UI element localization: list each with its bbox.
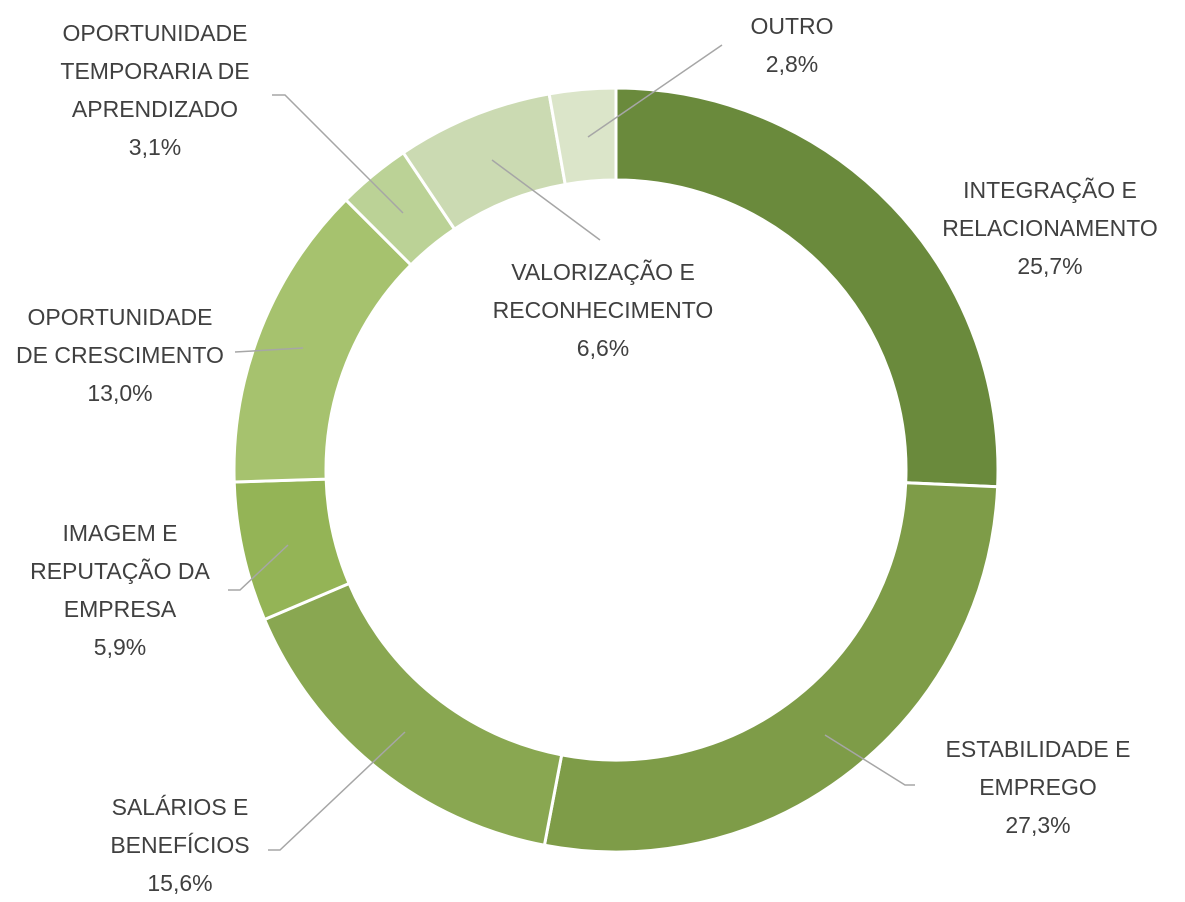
slice [547, 86, 618, 187]
category-label: ESTABILIDADE E EMPREGO [945, 736, 1131, 800]
category-label: VALORIZAÇÃO E RECONHECIMENTO [492, 259, 714, 323]
data-label: OPORTUNIDADE DE CRESCIMENTO 13,0% [13, 298, 228, 412]
value-label: 15,6% [147, 870, 213, 896]
slice [262, 581, 564, 847]
slice [614, 86, 1000, 489]
leader-line [268, 731, 406, 851]
leader-line [587, 44, 723, 138]
value-label: 2,8% [765, 51, 819, 77]
data-label: SALÁRIOS E BENEFÍCIOS 15,6% [90, 788, 270, 902]
leader-line [491, 159, 601, 241]
leader-line [824, 734, 915, 786]
leader-line [234, 347, 304, 353]
category-label: OPORTUNIDADE DE CRESCIMENTO [16, 304, 224, 368]
value-label: 25,7% [1017, 253, 1083, 279]
category-label: OUTRO [750, 13, 834, 39]
value-label: 3,1% [128, 134, 182, 160]
leader-line [272, 94, 404, 214]
leader-line [228, 544, 289, 591]
category-label: IMAGEM E REPUTAÇÃO DA EMPRESA [30, 520, 210, 622]
category-label: OPORTUNIDADE TEMPORARIA DE APRENDIZADO [60, 20, 250, 122]
data-label: VALORIZAÇÃO E RECONHECIMENTO 6,6% [468, 253, 738, 367]
category-label: INTEGRAÇÃO E RELACIONAMENTO [942, 177, 1158, 241]
value-label: 13,0% [87, 380, 153, 406]
slice [232, 197, 414, 484]
slice [542, 481, 1000, 854]
data-label: OPORTUNIDADE TEMPORARIA DE APRENDIZADO 3,… [40, 14, 270, 166]
category-label: SALÁRIOS E BENEFÍCIOS [110, 794, 250, 858]
data-label: INTEGRAÇÃO E RELACIONAMENTO 25,7% [930, 171, 1170, 285]
value-label: 6,6% [576, 335, 630, 361]
value-label: 5,9% [93, 634, 147, 660]
data-label: IMAGEM E REPUTAÇÃO DA EMPRESA 5,9% [10, 514, 230, 666]
data-label: ESTABILIDADE E EMPREGO 27,3% [928, 730, 1148, 844]
value-label: 27,3% [1005, 812, 1071, 838]
data-label: OUTRO 2,8% [717, 7, 867, 83]
